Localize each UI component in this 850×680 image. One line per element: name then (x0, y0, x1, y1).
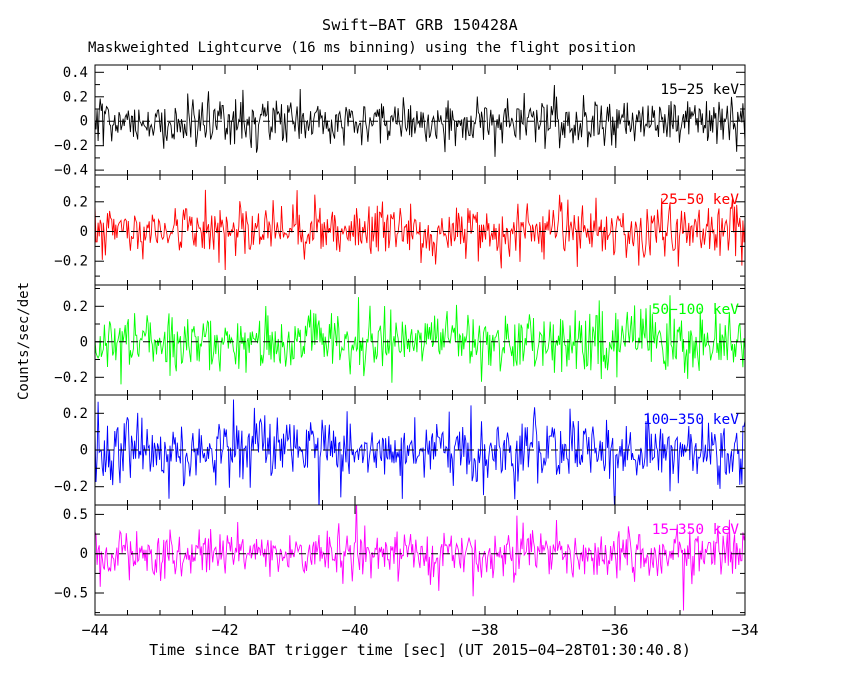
x-axis-ticks (94, 505, 746, 615)
trace-25-50-kev (95, 189, 745, 271)
y-axis-ticks: 0.2 0 −0.2 (54, 288, 745, 386)
energy-band-label: 15−25 keV (660, 82, 739, 98)
panel-15-25-kev: 0.4 0.2 0 −0.2 −0.4 15−25 keV (54, 64, 746, 179)
chart-title: Swift−BAT GRB 150428A (322, 16, 518, 34)
y-tick-label: 0.2 (63, 299, 88, 315)
y-axis-ticks: 0.2 0 −0.2 (54, 406, 745, 495)
y-axis-ticks: 0.2 0 −0.2 (54, 186, 745, 277)
chart-subtitle: Maskweighted Lightcurve (16 ms binning) … (88, 40, 636, 56)
trace-50-100-kev (95, 295, 745, 385)
y-axis-ticks: 0.5 0 −0.5 (54, 507, 745, 614)
energy-band-label: 100−350 keV (643, 412, 739, 428)
y-tick-label: 0 (80, 546, 88, 562)
y-tick-label: −0.2 (54, 370, 88, 386)
y-tick-label: 0.2 (63, 89, 88, 105)
x-axis-ticks (94, 65, 746, 175)
trace-15-25-kev (95, 84, 745, 157)
y-axis-ticks: 0.4 0.2 0 −0.2 −0.4 (54, 65, 745, 179)
x-tick-label: −42 (211, 621, 238, 639)
x-tick-label: −44 (81, 621, 108, 639)
y-tick-label: 0.4 (63, 65, 88, 81)
x-tick-label: −38 (471, 621, 498, 639)
y-tick-label: −0.2 (54, 254, 88, 270)
x-axis-ticks (94, 395, 746, 505)
y-tick-label: −0.2 (54, 479, 88, 495)
y-tick-label: 0 (80, 114, 88, 130)
x-axis-ticks (94, 285, 746, 395)
y-tick-label: 0.2 (63, 406, 88, 422)
y-axis-label: Counts/sec/det (16, 281, 32, 400)
panel-100-350-kev: 0.2 0 −0.2 100−350 keV (54, 394, 746, 506)
x-tick-label: −36 (601, 621, 628, 639)
x-axis-label: Time since BAT trigger time [sec] (UT 20… (149, 641, 691, 659)
x-tick-label: −34 (731, 621, 758, 639)
x-tick-label: −40 (341, 621, 368, 639)
trace-15-350-kev (95, 505, 745, 611)
y-tick-label: 0.5 (63, 507, 88, 523)
y-tick-label: −0.5 (54, 586, 88, 602)
energy-band-label: 25−50 keV (660, 192, 739, 208)
x-axis-ticks (94, 175, 746, 285)
panel-50-100-kev: 0.2 0 −0.2 50−100 keV (54, 284, 746, 396)
energy-band-label: 15−350 keV (652, 522, 740, 538)
panel-15-350-kev: 0.5 0 −0.5 15−350 keV (54, 504, 746, 616)
y-tick-label: 0 (80, 334, 88, 350)
y-tick-label: 0 (80, 443, 88, 459)
panel-25-50-kev: 0.2 0 −0.2 25−50 keV (54, 174, 746, 286)
energy-band-label: 50−100 keV (652, 302, 740, 318)
x-tick-labels: −44 −42 −40 −38 −36 −34 (81, 621, 758, 639)
y-tick-label: −0.2 (54, 138, 88, 154)
y-tick-label: 0.2 (63, 194, 88, 210)
y-tick-label: 0 (80, 224, 88, 240)
y-tick-label: −0.4 (54, 163, 88, 179)
